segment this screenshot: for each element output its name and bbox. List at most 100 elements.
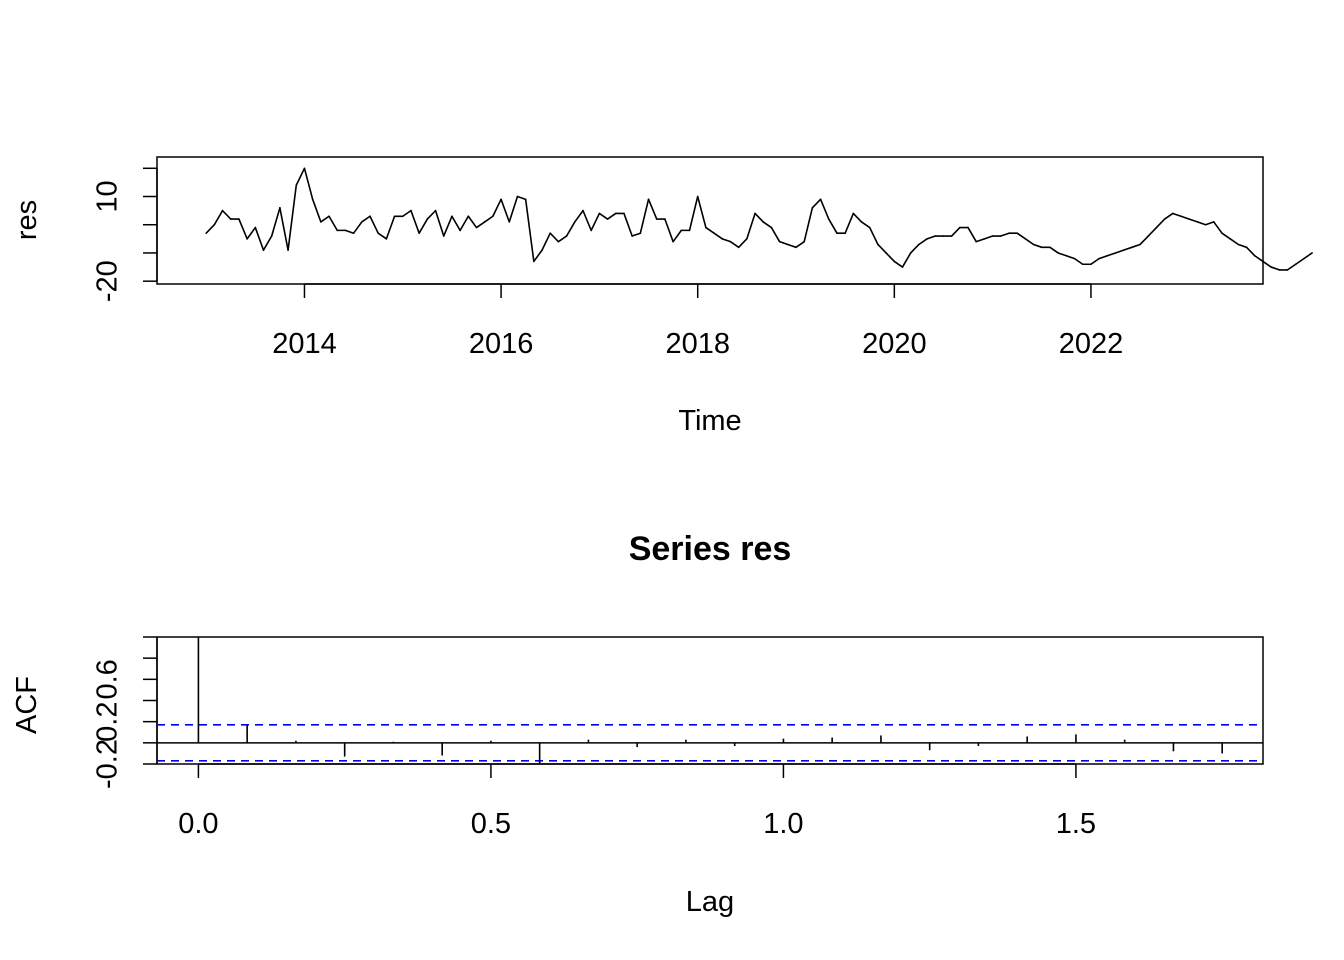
time-series-segment (901, 252, 912, 268)
time-series-segment (254, 226, 265, 251)
time-series-segment (1032, 243, 1043, 249)
time-series-segment (1065, 254, 1076, 260)
acf-y-label: ACF (11, 676, 43, 734)
time-series-segment (1131, 243, 1141, 249)
time-series-segment (377, 232, 388, 240)
time-series-y-axis: -20 10 (92, 167, 158, 302)
time-series-segment (459, 215, 470, 232)
time-series-segment (1188, 218, 1199, 223)
time-series-segment (1057, 252, 1068, 257)
time-series-segment (1147, 226, 1158, 237)
time-series-segment (320, 215, 330, 223)
time-series-segment (778, 240, 789, 246)
time-series-segment (1106, 252, 1117, 257)
acf-plot-frame (156, 636, 1264, 765)
time-series-segment (926, 235, 937, 240)
time-series-segment (541, 232, 552, 251)
time-series-segment (434, 209, 445, 237)
time-series-segment (1090, 257, 1100, 266)
time-series-segment (827, 218, 838, 234)
time-series-segment (451, 215, 461, 232)
time-series-segment (500, 198, 511, 223)
time-series-segment (1294, 257, 1305, 266)
time-series-segment (295, 167, 306, 187)
acf-x-label: Lag (686, 886, 734, 918)
time-series-segment (672, 229, 683, 243)
time-series-segment (729, 240, 740, 249)
time-series-segment (803, 207, 814, 243)
time-series-segment (1196, 221, 1207, 226)
time-series-segment (639, 198, 650, 234)
acf-x-tick-label: 1.0 (763, 808, 803, 840)
time-series-segment (893, 260, 904, 268)
time-series-segment (1237, 243, 1248, 249)
time-series-segment (877, 243, 887, 254)
time-series-segment (533, 249, 543, 263)
time-series-x-label: Time (678, 405, 741, 437)
time-series-segment (516, 195, 527, 201)
time-series-segment (1253, 254, 1264, 263)
time-series-segment (238, 218, 248, 240)
time-series-segment (574, 209, 584, 223)
time-series-panel: 2014 2016 2018 2020 2022 -20 10 Time res (11, 156, 1313, 437)
acf-y-axis: -0.20.20.6 (92, 636, 158, 789)
time-series-segment (1286, 263, 1297, 271)
time-series-segment (754, 212, 765, 223)
time-series-segment (631, 232, 642, 237)
time-series-segment (213, 209, 224, 226)
time-series-segment (524, 198, 535, 263)
time-series-segment (983, 235, 994, 240)
time-series-y-tick-label: 10 (92, 180, 124, 212)
time-series-segment (508, 195, 519, 223)
acf-title: Series res (629, 530, 792, 568)
time-series-segment (1122, 246, 1133, 251)
time-series-segment (385, 215, 396, 240)
time-series-segment (811, 198, 822, 209)
time-series-segment (868, 226, 879, 246)
time-series-y-label: res (11, 200, 43, 240)
time-series-x-tick-label: 2014 (272, 328, 337, 360)
time-series-segment (1163, 212, 1174, 220)
time-series-segment (737, 238, 748, 249)
acf-x-axis: 0.0 0.5 1.0 1.5 (178, 763, 1096, 840)
time-series-segment (885, 252, 896, 263)
time-series-segment (1000, 232, 1010, 237)
time-series-segment (975, 238, 986, 243)
time-series-segment (1049, 246, 1059, 254)
time-series-segment (967, 226, 978, 243)
time-series-segment (1213, 221, 1223, 234)
acf-y-tick-label: 0.2 (92, 702, 124, 742)
time-series-segment (606, 212, 617, 220)
time-series-segment (410, 209, 420, 234)
time-series-segment (852, 212, 863, 223)
time-series-segment (762, 221, 773, 229)
time-series-segment (844, 212, 855, 234)
time-series-segment (696, 195, 707, 229)
time-series-segment (352, 221, 363, 234)
time-series-segment (557, 235, 568, 243)
acf-bars (157, 637, 1263, 764)
time-series-segment (303, 167, 314, 201)
time-series-segment (262, 235, 273, 251)
time-series-segment (795, 240, 805, 249)
acf-y-tick-label: 0.6 (92, 659, 124, 699)
time-series-segment (483, 215, 494, 223)
time-series-segment (1270, 266, 1281, 271)
time-series-segment (688, 195, 699, 232)
time-series-segment (664, 218, 674, 243)
time-series-segment (909, 243, 920, 254)
time-series-x-axis: 2014 2016 2018 2020 2022 (272, 283, 1123, 360)
time-series-segment (1180, 215, 1191, 220)
acf-x-tick-label: 1.5 (1056, 808, 1096, 840)
time-series-segment (1073, 257, 1084, 266)
time-series-segment (492, 198, 502, 218)
time-series-segment (328, 215, 339, 232)
time-series-segment (311, 198, 322, 223)
time-series-segment (1155, 218, 1166, 229)
time-series-line (205, 167, 1313, 271)
time-series-segment (770, 226, 781, 243)
time-series-segment (1098, 254, 1109, 260)
time-series-segment (287, 184, 298, 251)
time-series-segment (426, 209, 437, 220)
